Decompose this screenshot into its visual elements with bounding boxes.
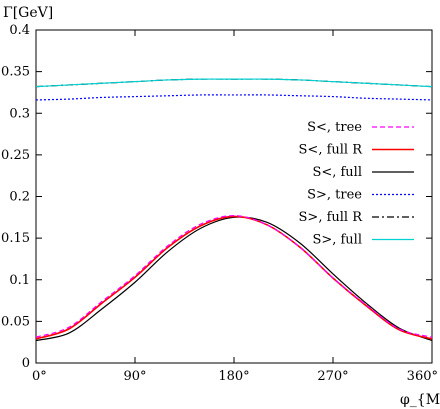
y-tick-label: 0.15: [1, 231, 30, 246]
y-tick-label: 0.2: [9, 190, 30, 205]
legend: S<, tree S<, full R S<, full S>, tree S>, fu…: [299, 120, 414, 248]
legend-label: S>, full: [312, 233, 362, 248]
legend-label: S<, full: [312, 165, 362, 180]
plot-frame: [35, 29, 433, 364]
series-curves: [35, 78, 433, 342]
y-tick-label: 0.35: [1, 65, 30, 80]
legend-label: S<, full R: [299, 143, 364, 158]
y-tick-label: 0.4: [9, 23, 30, 38]
y-tick-label: 0.05: [1, 314, 30, 329]
x-tick-label: 180°: [218, 369, 249, 384]
series-line-5: [35, 78, 433, 88]
x-tick-label: 360°: [407, 369, 438, 384]
y-tick-label: 0.1: [9, 273, 30, 288]
x-axis-label: φ_{M1}: [400, 392, 440, 408]
series-line-0: [35, 215, 433, 338]
y-axis-label: Γ[GeV]: [3, 5, 53, 21]
x-tick-label: 270°: [317, 369, 348, 384]
series-line-1: [35, 215, 433, 340]
legend-label: S>, tree: [307, 188, 362, 203]
series-line-4: [35, 78, 433, 88]
series-line-3: [35, 94, 433, 101]
axis-ticks: 0 0.05 0.1 0.15 0.2 0.25 0.3 0.35 0.4 0° 90° 180° 27…: [1, 23, 438, 384]
legend-label: S<, tree: [307, 120, 362, 135]
y-tick-label: 0.25: [1, 148, 30, 163]
series-line-2: [35, 216, 433, 342]
y-tick-label: 0.3: [9, 106, 30, 121]
legend-label: S>, full R: [299, 210, 364, 225]
x-tick-label: 90°: [123, 369, 146, 384]
y-tick-label: 0: [22, 356, 30, 371]
x-tick-label: 0°: [32, 369, 47, 384]
